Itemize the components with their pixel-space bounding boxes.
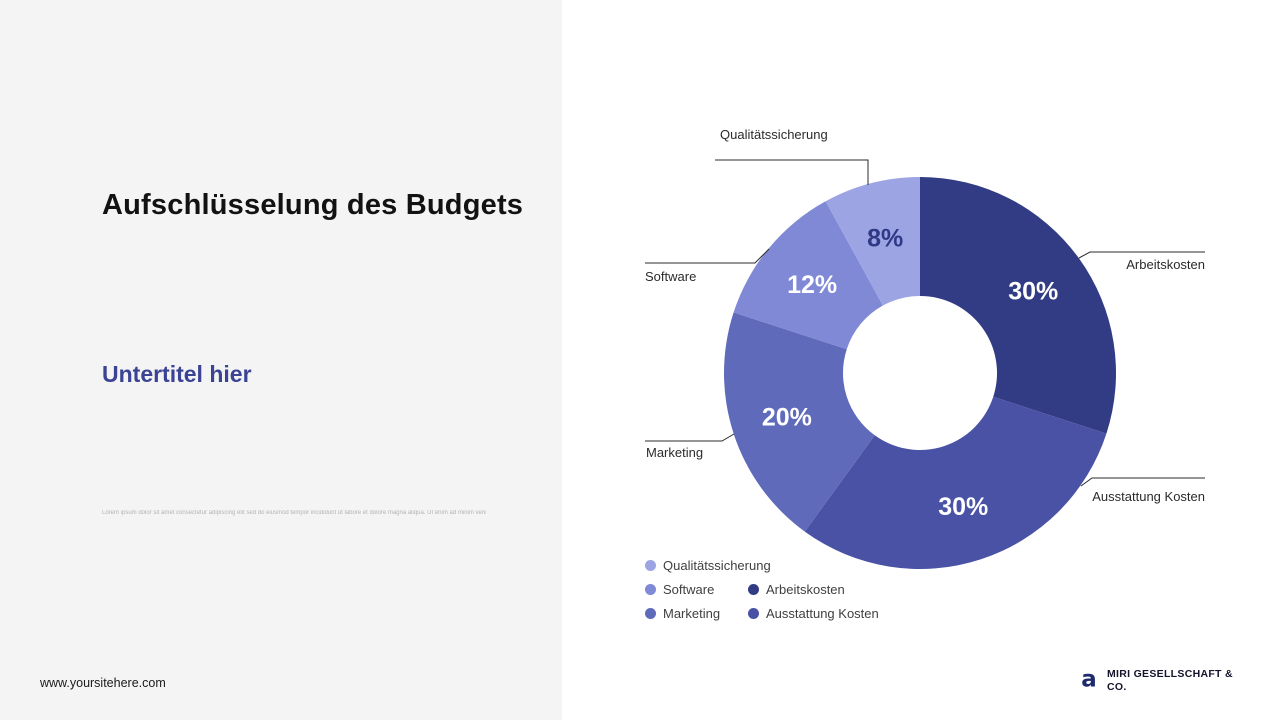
legend-dot-qualit-tssicherung: [645, 560, 656, 571]
legend-dot-arbeitskosten: [748, 584, 759, 595]
donut-slice-software[interactable]: [733, 201, 883, 350]
legend-item-arbeitskosten[interactable]: Arbeitskosten: [748, 582, 851, 597]
pct-label-ausstattung-kosten: 30%: [938, 493, 988, 521]
donut-slice-marketing[interactable]: [724, 312, 875, 532]
donut-chart: 30% 30% 20% 12% 8% Arbeitskosten Ausstattung K…: [645, 127, 1205, 569]
legend-row: Qualitätssicherung: [645, 558, 879, 573]
legend-label-ausstattung-kosten: Ausstattung Kosten: [766, 606, 879, 621]
pct-label-arbeitskosten: 30%: [1008, 278, 1058, 306]
donut-slice-qualit-tssicherung[interactable]: [825, 177, 920, 306]
legend-row: Software Arbeitskosten: [645, 582, 879, 597]
pct-label-marketing: 20%: [762, 403, 812, 431]
callout-line-arbeitskosten: [1078, 251, 1205, 259]
brand-name-line1: MIRI GESELLSCHAFT &: [1107, 668, 1233, 680]
svg-text:a: a: [1081, 668, 1096, 690]
donut-slice-arbeitskosten[interactable]: [920, 177, 1116, 434]
callout-label-ausstattung-kosten: Ausstattung Kosten: [1092, 489, 1205, 504]
callout-line-marketing: [645, 433, 735, 442]
legend-dot-ausstattung-kosten: [748, 608, 759, 619]
page-title: Aufschlüsselung des Budgets: [102, 189, 524, 221]
legend-row: Marketing Ausstattung Kosten: [645, 606, 879, 621]
legend-item-marketing[interactable]: Marketing: [645, 606, 748, 621]
donut-slice-ausstattung-kosten[interactable]: [804, 396, 1107, 569]
legend-label-marketing: Marketing: [663, 606, 721, 621]
callout-line-qualit-tssicherung: [715, 159, 869, 185]
callout-line-ausstattung-kosten: [1080, 477, 1205, 487]
left-panel: Aufschlüsselung des Budgets Untertitel h…: [0, 0, 562, 720]
fine-print: Lorem ipsum dolor sit amet consectetur a…: [102, 510, 486, 516]
pct-label-software: 12%: [787, 271, 837, 299]
website-url: www.yoursitehere.com: [40, 676, 166, 690]
legend-dot-marketing: [645, 608, 656, 619]
pct-label-qualit-tssicherung: 8%: [867, 224, 903, 252]
subtitle: Untertitel hier: [102, 361, 252, 387]
callout-label-marketing: Marketing: [646, 445, 703, 460]
chart-legend: Qualitätssicherung Software Arbeitskosten M…: [645, 558, 879, 630]
legend-item-qualit-tssicherung[interactable]: Qualitätssicherung: [645, 558, 771, 573]
legend-item-ausstattung-kosten[interactable]: Ausstattung Kosten: [748, 606, 879, 621]
legend-dot-software: [645, 584, 656, 595]
a-monogram-icon: a: [1078, 666, 1100, 692]
callout-label-qualit-tssicherung: Qualitätssicherung: [720, 127, 828, 142]
chart-panel: 30% 30% 20% 12% 8% Arbeitskosten Ausstattung K…: [562, 0, 1280, 720]
legend-label-software: Software: [663, 582, 715, 597]
legend-label-qualit-tssicherung: Qualitätssicherung: [663, 558, 771, 573]
legend-item-software[interactable]: Software: [645, 582, 748, 597]
brand-name: MIRI GESELLSCHAFT & CO.: [1107, 668, 1247, 694]
brand: a MIRI GESELLSCHAFT & CO.: [1078, 666, 1247, 694]
brand-name-line2: CO.: [1107, 681, 1127, 694]
callout-label-software: Software: [645, 269, 696, 284]
legend-label-arbeitskosten: Arbeitskosten: [766, 582, 845, 597]
callout-label-arbeitskosten: Arbeitskosten: [1126, 257, 1205, 272]
callout-line-software: [645, 248, 770, 264]
